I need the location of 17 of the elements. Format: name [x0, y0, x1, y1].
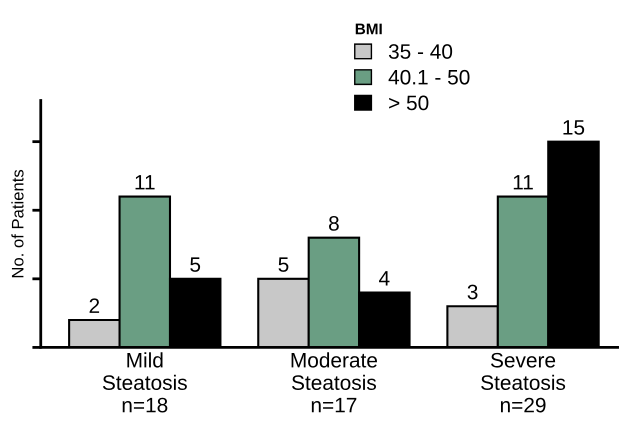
legend-label: 35 - 40 [388, 44, 452, 59]
data-label: 5 [190, 257, 200, 272]
data-label: 15 [563, 120, 584, 135]
data-label: 8 [329, 216, 339, 231]
x-tick-label: Mild Steatosis n=18 [102, 352, 187, 412]
data-label: 4 [379, 271, 390, 286]
data-label: 2 [90, 298, 100, 313]
y-axis-title: No. of Patients [11, 170, 24, 278]
x-tick-label: Severe Steatosis n=29 [481, 352, 566, 412]
data-label: 3 [468, 284, 478, 300]
legend-label: > 50 [389, 96, 428, 110]
data-label: 11 [514, 175, 533, 190]
legend-title: BMI [356, 24, 382, 34]
legend-label: 40.1 - 50 [388, 70, 470, 85]
data-label: 5 [278, 257, 288, 272]
data-label: 11 [136, 175, 155, 190]
x-tick-label: Moderate Steatosis n=17 [292, 352, 377, 412]
